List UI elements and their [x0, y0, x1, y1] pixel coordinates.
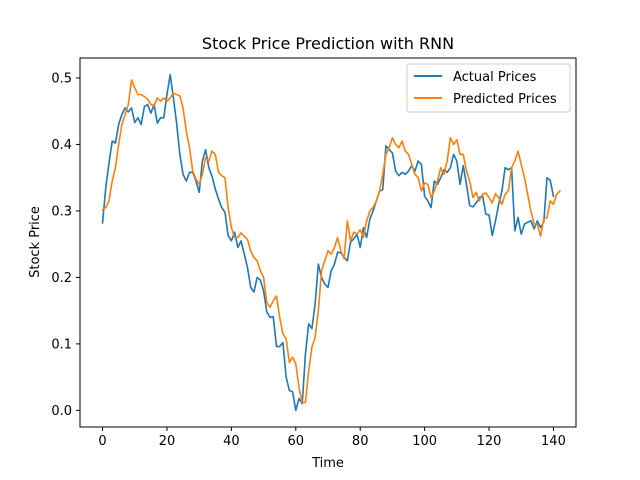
y-tick-label: 0.0: [51, 404, 72, 419]
series-lines: [101, 73, 562, 412]
x-tick-label: 140: [541, 434, 566, 449]
x-tick-label: 20: [159, 434, 176, 449]
x-tick-label: 40: [223, 434, 240, 449]
y-tick-label: 0.5: [51, 71, 72, 86]
x-axis-ticks: 0 20 40 60 80 100 120 140: [98, 427, 566, 449]
series-line-predicted-prices: [101, 79, 562, 404]
chart-title: Stock Price Prediction with RNN: [202, 34, 454, 53]
axes-frame: [79, 57, 577, 428]
y-tick-label: 0.4: [51, 138, 72, 153]
legend-box: [406, 63, 571, 113]
y-tick-label: 0.2: [51, 271, 72, 286]
x-tick-label: 100: [412, 434, 437, 449]
y-tick-label: 0.3: [51, 204, 72, 219]
x-tick-label: 60: [288, 434, 305, 449]
x-tick-label: 0: [98, 434, 106, 449]
y-tick-label: 0.1: [51, 337, 72, 352]
plot-area: 0 20 40 60 80 100 120 140 0.0 0.1 0.2 0.3 0.4 0.5: [51, 57, 577, 449]
y-axis-label: Stock Price: [28, 206, 43, 278]
legend: Actual Prices Predicted Prices: [406, 63, 571, 113]
legend-label-predicted-prices: Predicted Prices: [453, 92, 557, 107]
x-tick-label: 120: [477, 434, 502, 449]
y-axis-ticks: 0.0 0.1 0.2 0.3 0.4 0.5: [51, 71, 80, 419]
x-tick-label: 80: [352, 434, 369, 449]
legend-label-actual-prices: Actual Prices: [453, 70, 537, 85]
x-axis-label: Time: [311, 456, 344, 471]
